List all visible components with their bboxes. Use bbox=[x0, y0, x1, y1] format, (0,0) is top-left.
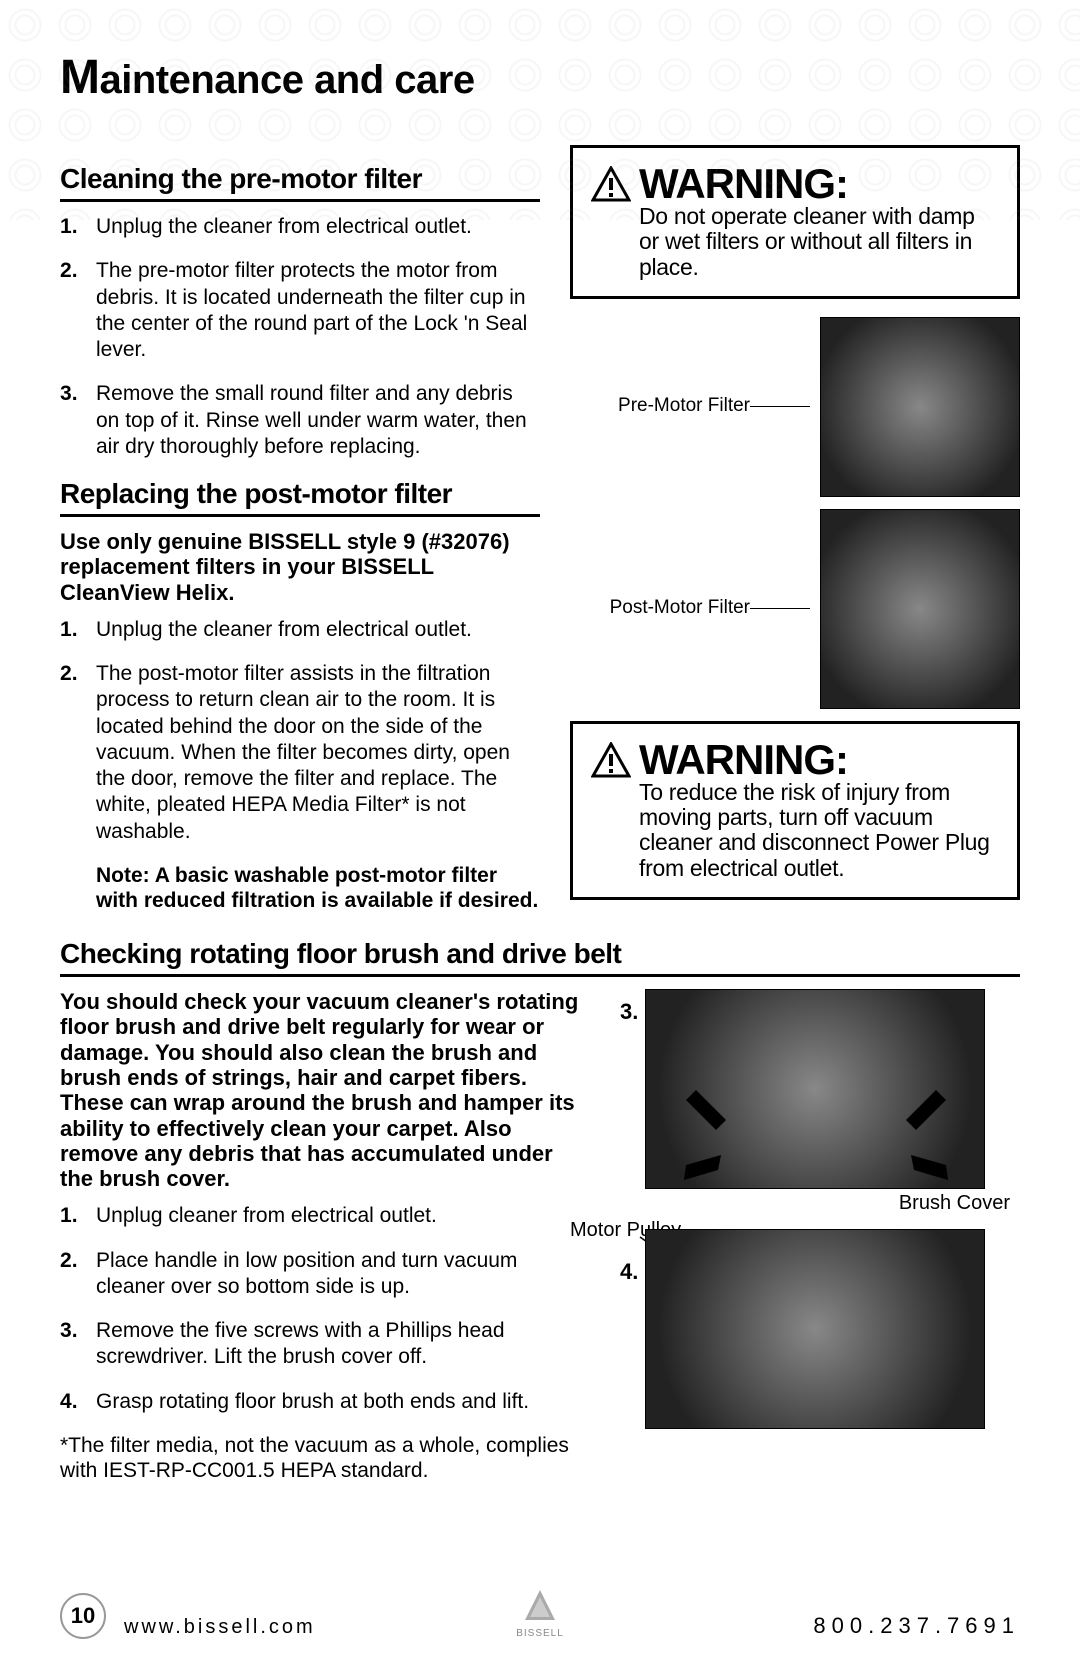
background-swirl-pattern bbox=[0, 0, 1080, 220]
section3-step-1: Unplug cleaner from electrical outlet. bbox=[60, 1203, 580, 1229]
page-number: 10 bbox=[60, 1593, 106, 1639]
section3-step-3: Remove the five screws with a Phillips h… bbox=[60, 1318, 580, 1371]
footer-url: www.bissell.com bbox=[124, 1616, 813, 1639]
section2-note: Note: A basic washable post-motor filter… bbox=[60, 863, 540, 913]
brush-cover-image-block: 3. Brush Cover bbox=[610, 989, 1020, 1189]
motor-pulley-photo bbox=[645, 1229, 985, 1429]
hepa-footnote: *The filter media, not the vacuum as a w… bbox=[60, 1433, 580, 1483]
section2-heading: Replacing the post-motor filter bbox=[60, 478, 540, 517]
section1-steps: Unplug the cleaner from electrical outle… bbox=[60, 214, 540, 460]
screw-arrows-overlay bbox=[646, 990, 986, 1190]
section1-step-2: The pre-motor filter protects the motor … bbox=[60, 258, 540, 363]
warning2-title: WARNING: bbox=[639, 736, 848, 784]
warning2-text: To reduce the risk of injury from moving… bbox=[591, 780, 999, 881]
section3-step-2: Place handle in low position and turn va… bbox=[60, 1248, 580, 1301]
footer-phone: 800.237.7691 bbox=[813, 1613, 1020, 1639]
section1-step-1: Unplug the cleaner from electrical outle… bbox=[60, 214, 540, 240]
section1-step-3: Remove the small round filter and any de… bbox=[60, 381, 540, 460]
section3-intro: You should check your vacuum cleaner's r… bbox=[60, 989, 580, 1191]
page-footer: 10 www.bissell.com BISSELL 800.237.7691 bbox=[60, 1593, 1020, 1639]
section2-step-2: The post-motor filter assists in the fil… bbox=[60, 661, 540, 845]
post-motor-filter-photo bbox=[820, 509, 1020, 709]
section3-heading: Checking rotating floor brush and drive … bbox=[60, 938, 1020, 977]
pre-motor-filter-label: Pre-Motor Filter bbox=[618, 396, 750, 417]
section2-intro: Use only genuine BISSELL style 9 (#32076… bbox=[60, 529, 540, 605]
section2-step-1: Unplug the cleaner from electrical outle… bbox=[60, 617, 540, 643]
section3-step-4: Grasp rotating floor brush at both ends … bbox=[60, 1389, 580, 1415]
section2-steps: Unplug the cleaner from electrical outle… bbox=[60, 617, 540, 845]
bissell-logo: BISSELL bbox=[510, 1585, 570, 1639]
warning-box-2: WARNING: To reduce the risk of injury fr… bbox=[570, 721, 1020, 900]
post-motor-filter-label: Post-Motor Filter bbox=[610, 598, 750, 619]
warning2-title-row: WARNING: bbox=[591, 736, 999, 784]
motor-pulley-image-block: Motor Pulley 4. bbox=[610, 1229, 1020, 1429]
brush-cover-caption: Brush Cover bbox=[899, 1192, 1010, 1215]
pre-motor-filter-photo bbox=[820, 317, 1020, 497]
callout-line bbox=[750, 406, 810, 407]
section3-steps: Unplug cleaner from electrical outlet. P… bbox=[60, 1203, 580, 1415]
brush-cover-photo bbox=[645, 989, 985, 1189]
callout-line bbox=[750, 608, 810, 609]
warning-triangle-icon bbox=[591, 742, 631, 778]
img3-number: 3. bbox=[620, 999, 638, 1025]
